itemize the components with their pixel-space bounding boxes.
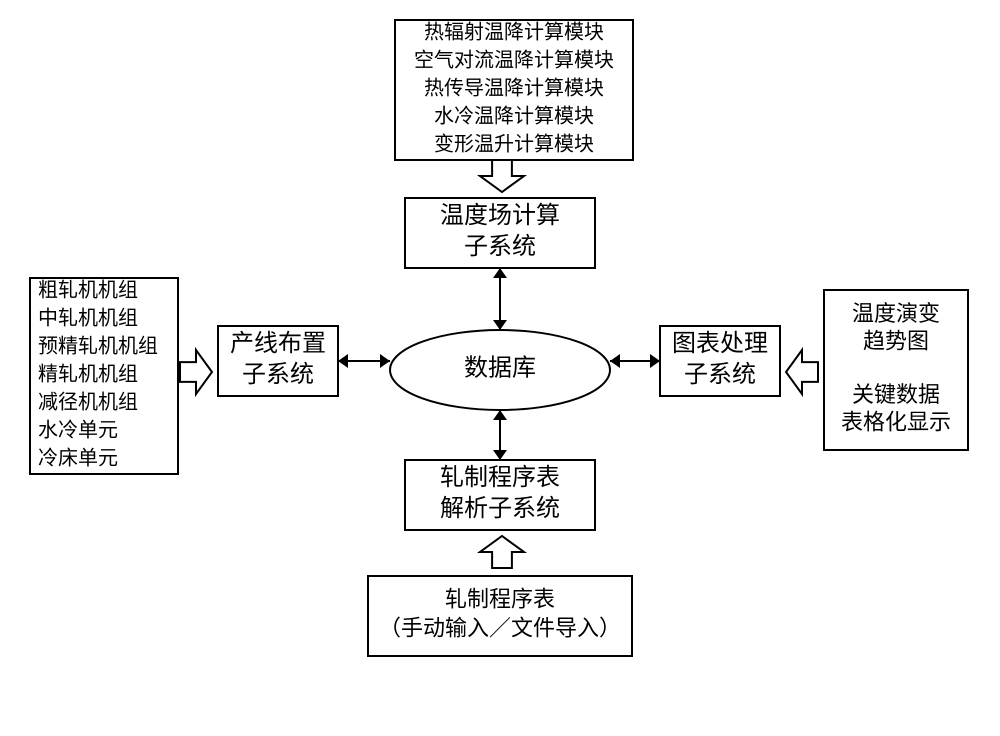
top-module-item-0: 热辐射温降计算模块 (424, 21, 604, 44)
top-connector-head-b (493, 320, 507, 330)
left-list-item-3: 精轧机机组 (38, 363, 138, 386)
bottom-input-line-0: 轧制程序表 (445, 587, 555, 612)
bottom-subsystem-line-0: 轧制程序表 (440, 464, 560, 491)
right-subsystem-line-1: 子系统 (684, 361, 756, 388)
left-arrow-right (180, 350, 212, 394)
left-list-item-6: 冷床单元 (38, 447, 118, 470)
top-module-item-2: 热传导温降计算模块 (424, 77, 604, 100)
top-subsystem-line-0: 温度场计算 (440, 202, 560, 229)
left-subsystem-line-1: 子系统 (242, 361, 314, 388)
top-module-item-3: 水冷温降计算模块 (434, 105, 594, 128)
top-subsystem-line-1: 子系统 (464, 233, 536, 260)
right-list-g0-l0: 温度演变 (852, 301, 940, 326)
right-arrow-left (786, 350, 818, 394)
bottom-input-line-1: （手动输入／文件导入） (379, 615, 621, 640)
left-list-item-5: 水冷单元 (38, 419, 118, 442)
right-list-g0-l1: 趋势图 (863, 328, 929, 353)
right-connector-head-a (610, 354, 620, 368)
right-list-g1-l1: 表格化显示 (841, 409, 951, 434)
bottom-connector-head-a (493, 410, 507, 420)
bottom-arrow-up (480, 536, 524, 568)
bottom-connector-head-b (493, 450, 507, 460)
left-list-item-2: 预精轧机机组 (38, 335, 158, 358)
right-subsystem-line-0: 图表处理 (672, 330, 768, 357)
top-arrow-down (480, 160, 524, 192)
top-module-item-1: 空气对流温降计算模块 (414, 49, 614, 72)
left-subsystem-line-0: 产线布置 (230, 330, 326, 357)
left-list-item-0: 粗轧机机组 (38, 279, 138, 302)
right-connector-head-b (650, 354, 660, 368)
right-list-g1-l0: 关键数据 (852, 382, 940, 407)
center-database-label: 数据库 (464, 355, 536, 382)
left-list-item-4: 减径机机组 (38, 391, 138, 414)
left-connector-head-b (380, 354, 390, 368)
top-module-item-4: 变形温升计算模块 (434, 133, 594, 156)
top-connector-head-a (493, 268, 507, 278)
left-list-item-1: 中轧机机组 (38, 307, 138, 330)
bottom-subsystem-line-1: 解析子系统 (440, 495, 560, 522)
left-connector-head-a (338, 354, 348, 368)
